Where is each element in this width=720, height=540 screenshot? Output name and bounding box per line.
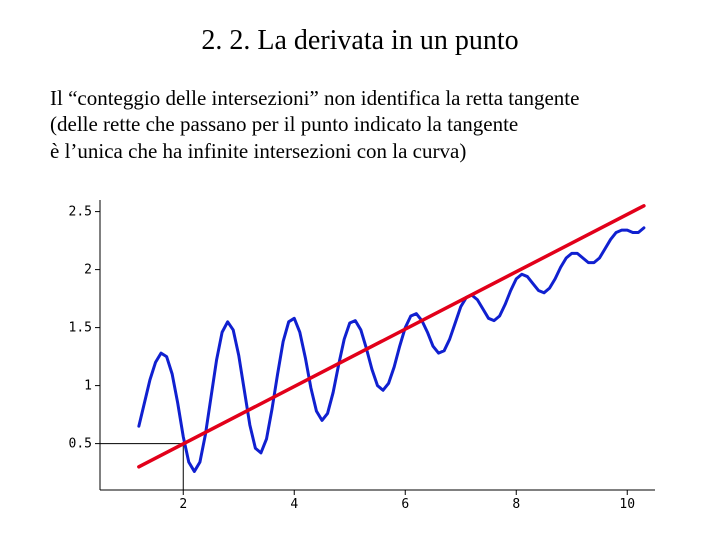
chart-container: 0.5 1 1.5 2 2.5 2 4 6 8 10 bbox=[55, 190, 665, 520]
body-line-1: Il “conteggio delle intersezioni” non id… bbox=[50, 86, 579, 110]
body-line-3: è l’unica che ha infinite intersezioni c… bbox=[50, 139, 466, 163]
svg-text:4: 4 bbox=[290, 497, 298, 512]
svg-text:1: 1 bbox=[84, 379, 92, 394]
body-line-2: (delle rette che passano per il punto in… bbox=[50, 112, 518, 136]
svg-text:6: 6 bbox=[401, 497, 409, 512]
svg-text:1.5: 1.5 bbox=[69, 321, 92, 336]
line-chart: 0.5 1 1.5 2 2.5 2 4 6 8 10 bbox=[55, 190, 665, 520]
slide-page: 2. 2. La derivata in un punto Il “conteg… bbox=[0, 0, 720, 540]
svg-text:8: 8 bbox=[512, 497, 520, 512]
svg-text:10: 10 bbox=[619, 497, 635, 512]
svg-text:2: 2 bbox=[179, 497, 187, 512]
svg-text:2: 2 bbox=[84, 263, 92, 278]
svg-text:0.5: 0.5 bbox=[69, 437, 92, 452]
slide-body: Il “conteggio delle intersezioni” non id… bbox=[50, 85, 670, 164]
svg-text:2.5: 2.5 bbox=[69, 205, 92, 220]
slide-title: 2. 2. La derivata in un punto bbox=[0, 25, 720, 57]
